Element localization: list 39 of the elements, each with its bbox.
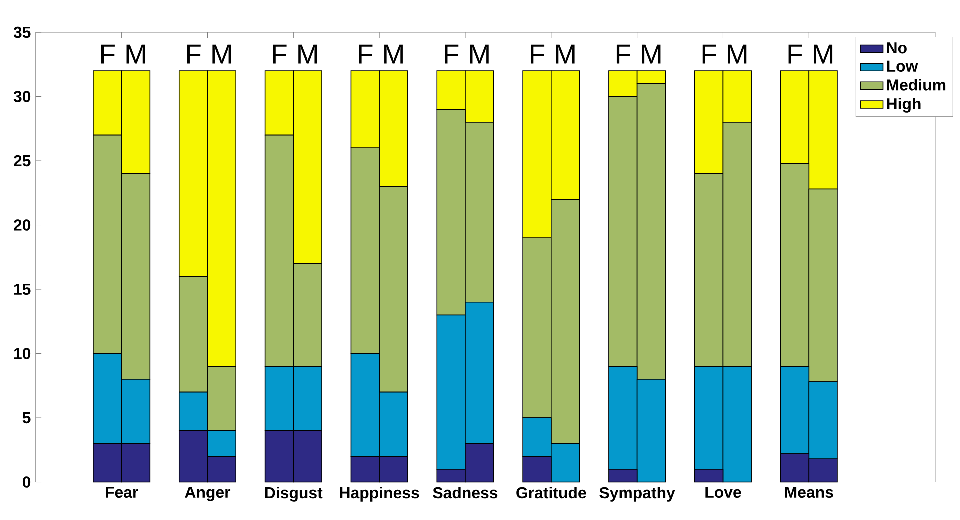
- y-tick-label: 5: [22, 412, 31, 424]
- text: Anger: [185, 486, 231, 502]
- y-tick-label: 15: [14, 284, 31, 296]
- x-tick-label: M: [556, 44, 575, 64]
- x-tick-label: F: [531, 44, 545, 64]
- y-tick-label: 30: [14, 91, 31, 102]
- legend-label: No: [887, 42, 907, 54]
- y-tick-label: 10: [14, 348, 31, 360]
- x-tick-label: F: [702, 44, 716, 64]
- x-tick-label: M: [814, 44, 833, 64]
- x-tick-label: F: [187, 44, 201, 64]
- y-tick-label: 0: [22, 476, 31, 488]
- x-tick-label: M: [470, 44, 489, 64]
- x-tick-label: F: [101, 44, 115, 64]
- legend-label: Low: [887, 60, 918, 72]
- x-tick-label: M: [728, 44, 747, 64]
- x-tick-label: M: [642, 44, 661, 64]
- x-tick-label: M: [384, 44, 403, 64]
- x-tick-label: F: [359, 44, 373, 64]
- text: Sadness: [433, 486, 498, 499]
- text: Sympathy: [600, 486, 676, 502]
- legend-label: High: [887, 98, 921, 113]
- legend-label: Medium: [887, 79, 946, 91]
- x-tick-label: M: [126, 44, 146, 64]
- y-tick-label: 20: [14, 220, 31, 231]
- text: Disgust: [265, 486, 323, 502]
- x-tick-label: F: [273, 44, 287, 64]
- text: Means: [785, 486, 834, 498]
- x-tick-label: F: [788, 44, 802, 64]
- y-tick-label: 25: [14, 155, 31, 167]
- text: Gratitude: [516, 486, 586, 499]
- text: Love: [706, 486, 742, 498]
- x-tick-label: M: [298, 44, 318, 64]
- x-tick-label: F: [445, 44, 459, 64]
- x-tick-label: M: [212, 44, 232, 64]
- y-tick-label: 35: [14, 26, 31, 38]
- text: Fear: [106, 486, 138, 498]
- text: Happiness: [340, 486, 420, 502]
- x-tick-label: F: [616, 44, 630, 64]
